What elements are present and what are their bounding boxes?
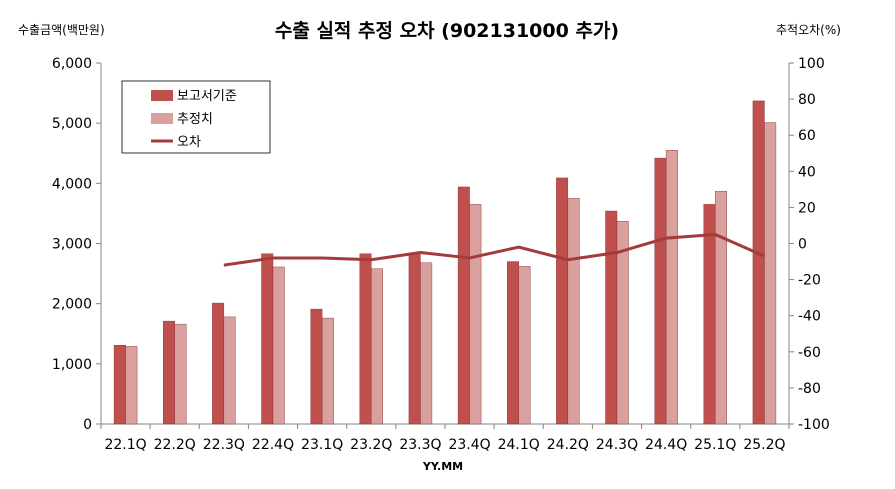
bar-estimate (715, 190, 727, 425)
x-tick-label: 23.1Q (301, 437, 343, 453)
bar-estimate (764, 122, 777, 425)
x-tick-label: 23.4Q (448, 437, 490, 453)
x-tick-label: 25.2Q (743, 437, 785, 453)
bar-estimate (616, 221, 629, 425)
bar-report (654, 157, 667, 425)
bar-estimate (321, 317, 334, 425)
bar-estimate (371, 268, 383, 425)
bar-report (752, 100, 765, 425)
right-axis-title: 추적오차(%) (776, 23, 841, 37)
bar-report (408, 253, 421, 425)
bar-report (163, 320, 175, 425)
bar-estimate (125, 346, 138, 425)
left-tick-label: 0 (83, 417, 92, 433)
left-tick-label: 5,000 (52, 116, 92, 132)
right-tick-label: -20 (798, 273, 821, 289)
left-tick-label: 2,000 (52, 297, 92, 313)
right-tick-label: 40 (798, 164, 816, 180)
legend-swatch-report (151, 90, 173, 101)
bar-estimate (567, 198, 580, 425)
right-tick-label: -60 (798, 345, 821, 361)
bar-report (605, 210, 618, 425)
left-tick-label: 4,000 (52, 176, 92, 192)
legend-label-error: 오차 (177, 135, 201, 150)
bar-estimate (420, 262, 433, 425)
x-tick-label: 22.3Q (203, 437, 245, 453)
x-tick-label: 24.2Q (547, 437, 589, 453)
right-tick-label: -80 (798, 381, 821, 397)
x-tick-label: 22.2Q (154, 437, 196, 453)
bar-estimate (272, 266, 285, 425)
bar-estimate (469, 204, 482, 425)
legend: 보고서기준 추정치 오차 (121, 80, 271, 154)
right-tick-label: 0 (798, 237, 807, 253)
legend-label-report: 보고서기준 (177, 89, 237, 104)
bar-report (703, 204, 716, 425)
right-tick-label: -40 (798, 309, 821, 325)
left-tick-label: 1,000 (52, 357, 92, 373)
x-axis-title: YY.MM (422, 460, 463, 473)
bar-report (113, 344, 126, 425)
bar-report (212, 302, 225, 425)
left-tick-label: 3,000 (52, 237, 92, 253)
line-error (223, 232, 766, 267)
x-tick-label: 23.2Q (350, 437, 392, 453)
chart-title: 수출 실적 추정 오차 (902131000 추가) (275, 20, 619, 42)
x-tick-label: 24.4Q (645, 437, 687, 453)
right-tick-label: 60 (798, 128, 816, 144)
x-tick-label: 23.3Q (399, 437, 441, 453)
x-tick-label: 24.1Q (498, 437, 540, 453)
x-tick-label: 22.4Q (252, 437, 294, 453)
x-tick-label: 24.3Q (596, 437, 638, 453)
bar-report (359, 253, 372, 425)
right-tick-label: 100 (798, 56, 825, 72)
legend-label-estimate: 추정치 (177, 112, 213, 127)
legend-swatch-estimate (151, 113, 173, 124)
right-tick-label: 20 (798, 200, 816, 216)
bar-estimate (665, 150, 678, 425)
right-tick-label: 80 (798, 92, 816, 108)
left-axis-title: 수출금액(백만원) (18, 23, 105, 37)
left-tick-label: 6,000 (52, 56, 92, 72)
bar-report (457, 186, 470, 425)
bar-estimate (174, 323, 187, 425)
right-tick-label: -100 (798, 417, 830, 433)
bar-report (310, 308, 323, 425)
bar-report (261, 253, 274, 425)
x-tick-label: 25.1Q (694, 437, 736, 453)
legend-frame (121, 80, 271, 154)
plot-area: 0 1,000 2,000 3,000 4,000 5,000 6,000 -100 -80 -6… (52, 56, 830, 453)
bar-estimate (518, 266, 531, 425)
x-tick-label: 22.1Q (104, 437, 146, 453)
bar-report (556, 177, 569, 425)
bar-estimate (223, 316, 236, 425)
bar-report (507, 261, 519, 425)
